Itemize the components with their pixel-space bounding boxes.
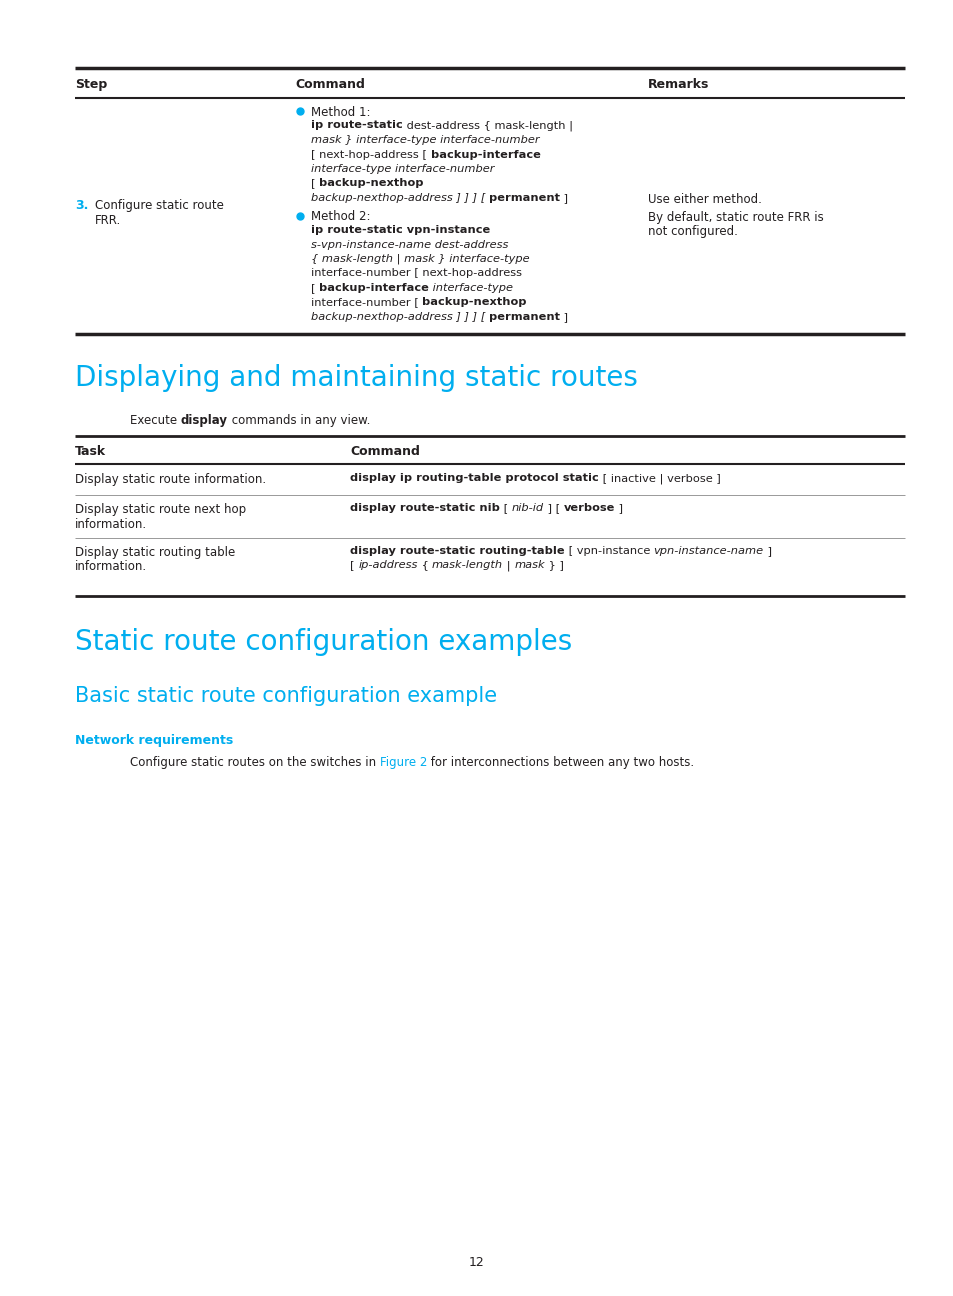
Text: Display static routing table: Display static routing table: [75, 546, 235, 559]
Text: [ inactive | verbose ]: [ inactive | verbose ]: [598, 473, 720, 483]
Text: ip-address: ip-address: [357, 560, 417, 570]
Text: |: |: [502, 560, 514, 572]
Text: display ip routing-table protocol static: display ip routing-table protocol static: [350, 473, 598, 483]
Text: ]: ]: [763, 546, 771, 556]
Text: By default, static route FRR is: By default, static route FRR is: [647, 210, 822, 223]
Text: [: [: [311, 179, 319, 188]
Text: Method 1:: Method 1:: [311, 106, 370, 119]
Text: Remarks: Remarks: [647, 78, 709, 91]
Text: display route-static nib: display route-static nib: [350, 503, 499, 513]
Text: backup-nexthop-address ] ] ] [: backup-nexthop-address ] ] ] [: [311, 193, 488, 203]
Text: ]: ]: [559, 193, 567, 203]
Text: Use either method.: Use either method.: [647, 193, 761, 206]
Text: [: [: [311, 283, 319, 293]
Text: Method 2:: Method 2:: [311, 210, 370, 223]
Text: verbose: verbose: [563, 503, 615, 513]
Text: ip route-static vpn-instance: ip route-static vpn-instance: [311, 226, 490, 235]
Text: mask: mask: [514, 560, 544, 570]
Text: Configure static routes on the switches in: Configure static routes on the switches …: [130, 756, 379, 769]
Text: permanent: permanent: [488, 193, 559, 203]
Text: backup-interface: backup-interface: [319, 283, 429, 293]
Text: information.: information.: [75, 517, 147, 530]
Text: ]: ]: [615, 503, 622, 513]
Text: Execute: Execute: [130, 413, 181, 426]
Text: FRR.: FRR.: [95, 214, 121, 227]
Text: display: display: [181, 413, 228, 426]
Text: Static route configuration examples: Static route configuration examples: [75, 629, 572, 656]
Text: { mask-length | mask } interface-type: { mask-length | mask } interface-type: [311, 254, 529, 264]
Text: information.: information.: [75, 560, 147, 574]
Text: s-vpn-instance-name dest-address: s-vpn-instance-name dest-address: [311, 240, 508, 250]
Text: Displaying and maintaining static routes: Displaying and maintaining static routes: [75, 364, 638, 391]
Text: Basic static route configuration example: Basic static route configuration example: [75, 686, 497, 706]
Text: backup-nexthop: backup-nexthop: [422, 298, 526, 307]
Text: Figure 2: Figure 2: [379, 756, 427, 769]
Text: {: {: [417, 560, 432, 570]
Text: backup-nexthop-address ] ] ] [: backup-nexthop-address ] ] ] [: [311, 312, 488, 321]
Text: backup-interface: backup-interface: [430, 149, 539, 159]
Text: Display static route next hop: Display static route next hop: [75, 503, 246, 516]
Text: interface-type interface-number: interface-type interface-number: [311, 165, 494, 174]
Text: ]: ]: [559, 312, 567, 321]
Text: 3.: 3.: [75, 200, 89, 213]
Text: Task: Task: [75, 445, 106, 457]
Text: dest-address { mask-length |: dest-address { mask-length |: [402, 121, 572, 131]
Text: nib-id: nib-id: [511, 503, 543, 513]
Text: interface-type: interface-type: [429, 283, 513, 293]
Text: for interconnections between any two hosts.: for interconnections between any two hos…: [427, 756, 694, 769]
Text: interface-number [: interface-number [: [311, 298, 422, 307]
Text: Network requirements: Network requirements: [75, 734, 233, 746]
Text: display route-static routing-table: display route-static routing-table: [350, 546, 564, 556]
Text: Configure static route: Configure static route: [95, 200, 224, 213]
Text: ip route-static: ip route-static: [311, 121, 402, 131]
Text: [ vpn-instance: [ vpn-instance: [564, 546, 653, 556]
Text: interface-number [ next-hop-address: interface-number [ next-hop-address: [311, 268, 521, 279]
Text: backup-nexthop: backup-nexthop: [319, 179, 423, 188]
Text: Command: Command: [294, 78, 364, 91]
Text: [ next-hop-address [: [ next-hop-address [: [311, 149, 430, 159]
Text: mask } interface-type interface-number: mask } interface-type interface-number: [311, 135, 539, 145]
Text: Step: Step: [75, 78, 107, 91]
Text: 12: 12: [469, 1256, 484, 1269]
Text: [: [: [499, 503, 511, 513]
Text: mask-length: mask-length: [432, 560, 502, 570]
Text: vpn-instance-name: vpn-instance-name: [653, 546, 763, 556]
Text: Command: Command: [350, 445, 419, 457]
Text: not configured.: not configured.: [647, 226, 737, 238]
Text: permanent: permanent: [488, 312, 559, 321]
Text: ] [: ] [: [543, 503, 563, 513]
Text: } ]: } ]: [544, 560, 563, 570]
Text: Display static route information.: Display static route information.: [75, 473, 266, 486]
Text: [: [: [350, 560, 357, 570]
Text: commands in any view.: commands in any view.: [228, 413, 370, 426]
